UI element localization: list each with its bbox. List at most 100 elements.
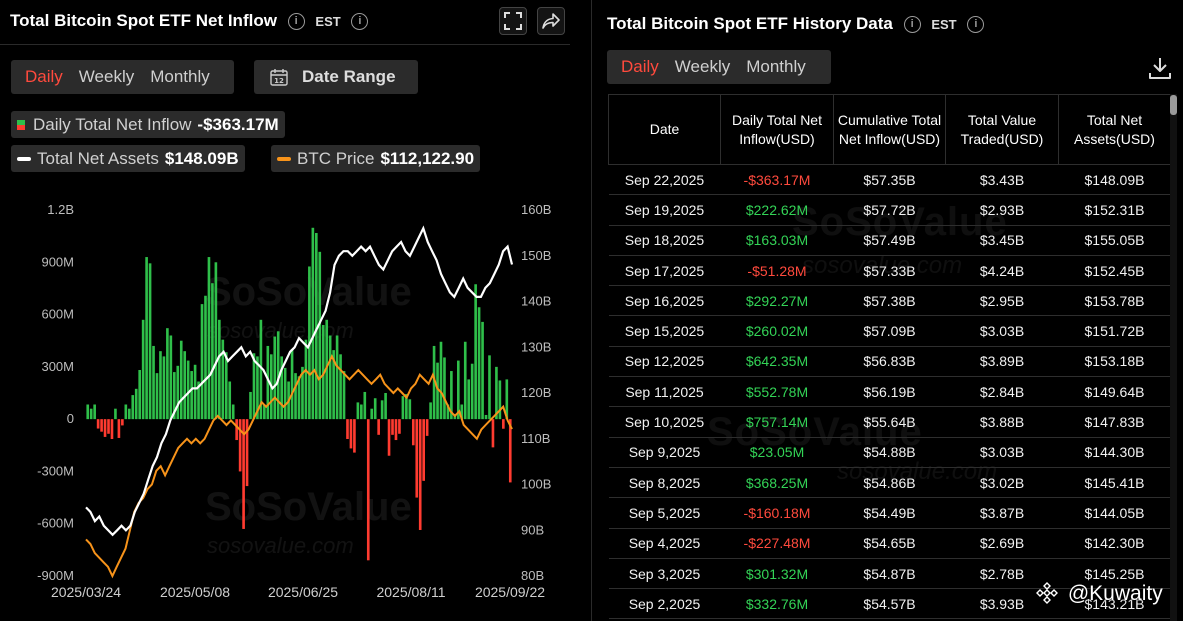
inflow-bar[interactable] (495, 366, 498, 420)
inflow-bar[interactable] (315, 233, 318, 420)
inflow-bar[interactable] (159, 351, 162, 420)
inflow-bar[interactable] (394, 419, 398, 441)
info-icon[interactable]: i (903, 16, 921, 34)
inflow-bar[interactable] (370, 408, 374, 420)
inflow-bar[interactable] (221, 339, 225, 420)
inflow-bar[interactable] (422, 419, 425, 481)
inflow-bar[interactable] (491, 419, 495, 448)
inflow-bar[interactable] (214, 262, 218, 420)
inflow-bar[interactable] (276, 331, 280, 420)
inflow-bar[interactable] (224, 352, 228, 420)
inflow-bar[interactable] (86, 404, 90, 420)
inflow-bar[interactable] (301, 366, 304, 420)
inflow-bar[interactable] (508, 419, 512, 483)
tab-monthly[interactable]: Monthly (746, 57, 806, 76)
inflow-bar[interactable] (89, 408, 93, 420)
inflow-bar[interactable] (349, 419, 353, 449)
inflow-bar[interactable] (384, 393, 387, 420)
inflow-bar[interactable] (162, 356, 166, 420)
inflow-bar[interactable] (114, 408, 117, 420)
info-icon[interactable]: i (967, 16, 985, 34)
inflow-bar[interactable] (141, 319, 145, 420)
inflow-bar[interactable] (353, 419, 356, 453)
tab-daily[interactable]: Daily (621, 57, 659, 76)
inflow-bar[interactable] (446, 404, 450, 420)
col-cumulative-inflow[interactable]: Cumulative Total Net Inflow(USD) (833, 94, 946, 165)
inflow-bar[interactable] (280, 356, 283, 420)
inflow-bar[interactable] (152, 345, 155, 420)
inflow-bar[interactable] (218, 319, 221, 420)
col-daily-inflow[interactable]: Daily Total Net Inflow(USD) (720, 94, 834, 165)
inflow-bar[interactable] (373, 398, 377, 420)
share-button[interactable] (537, 7, 565, 35)
download-icon[interactable] (1147, 55, 1173, 81)
inflow-bar[interactable] (259, 319, 263, 420)
inflow-bar[interactable] (183, 351, 187, 420)
inflow-bar[interactable] (366, 419, 370, 561)
legend-total-net-assets[interactable]: Total Net Assets $148.09B (11, 145, 245, 172)
inflow-bar[interactable] (283, 367, 287, 420)
inflow-bar[interactable] (360, 404, 363, 420)
inflow-bar[interactable] (470, 363, 474, 420)
inflow-bar[interactable] (96, 419, 100, 429)
inflow-bar[interactable] (138, 369, 141, 420)
inflow-bar[interactable] (321, 325, 325, 420)
inflow-bar[interactable] (457, 360, 460, 420)
inflow-bar[interactable] (297, 376, 301, 420)
inflow-bar[interactable] (328, 335, 332, 420)
fullscreen-button[interactable] (499, 7, 527, 35)
inflow-bar[interactable] (121, 419, 124, 426)
inflow-bar[interactable] (211, 283, 214, 420)
inflow-bar[interactable] (100, 419, 103, 432)
tab-daily[interactable]: Daily (25, 67, 63, 86)
inflow-bar[interactable] (186, 360, 190, 420)
inflow-bar[interactable] (273, 336, 277, 420)
inflow-bar[interactable] (425, 419, 429, 436)
inflow-bar[interactable] (93, 404, 96, 420)
inflow-bar[interactable] (197, 381, 200, 420)
table-row[interactable]: Sep 22,2025 -$363.17M $57.35B $3.43B $148.09… (608, 164, 1171, 196)
inflow-bar[interactable] (418, 419, 422, 530)
table-row[interactable]: Sep 16,2025 $292.27M $57.38B $2.95B $153.78B (608, 285, 1171, 317)
inflow-bar[interactable] (107, 419, 110, 434)
inflow-bar[interactable] (408, 399, 412, 420)
inflow-bar[interactable] (467, 379, 471, 420)
table-row[interactable]: Sep 10,2025 $757.14M $55.64B $3.88B $147.83B (608, 406, 1171, 438)
inflow-bar[interactable] (429, 402, 432, 420)
inflow-bar[interactable] (179, 340, 183, 420)
inflow-bar[interactable] (363, 391, 367, 420)
table-row[interactable]: Sep 4,2025 -$227.48M $54.65B $2.69B $142.30B (608, 528, 1171, 559)
inflow-bar[interactable] (439, 341, 443, 420)
inflow-bar[interactable] (249, 391, 252, 420)
inflow-bar[interactable] (460, 404, 464, 420)
inflow-bar[interactable] (155, 373, 159, 420)
inflow-bar[interactable] (436, 362, 439, 420)
inflow-bar[interactable] (339, 354, 342, 420)
inflow-bar[interactable] (377, 419, 380, 435)
inflow-bar[interactable] (193, 364, 197, 420)
inflow-bar[interactable] (242, 419, 245, 529)
inflow-bar[interactable] (401, 396, 405, 420)
inflow-bar[interactable] (398, 419, 401, 434)
inflow-bar[interactable] (498, 380, 502, 420)
inflow-bar[interactable] (127, 408, 131, 420)
inflow-bar[interactable] (346, 419, 349, 440)
table-row[interactable]: Sep 19,2025 $222.62M $57.72B $2.93B $152.31B (608, 194, 1171, 226)
table-row[interactable]: Sep 3,2025 $301.32M $54.87B $2.78B $145.25B (608, 558, 1171, 590)
table-scrollbar-thumb[interactable] (1170, 95, 1177, 115)
inflow-bar[interactable] (252, 353, 256, 420)
inflow-bar[interactable] (332, 350, 335, 420)
inflow-bar[interactable] (204, 295, 207, 420)
inflow-bar[interactable] (411, 419, 415, 446)
inflow-bar[interactable] (145, 257, 148, 420)
table-row[interactable]: Sep 5,2025 -$160.18M $54.49B $3.87B $144.05B (608, 497, 1171, 529)
tab-weekly[interactable]: Weekly (674, 57, 731, 76)
col-net-assets[interactable]: Total Net Assets(USD) (1058, 94, 1171, 165)
inflow-bar[interactable] (387, 419, 391, 456)
date-range-button[interactable]: 12 Date Range (254, 60, 418, 94)
table-row[interactable]: Sep 18,2025 $163.03M $57.49B $3.45B $155.05B (608, 225, 1171, 256)
table-row[interactable]: Sep 8,2025 $368.25M $54.86B $3.02B $145.41B (608, 467, 1171, 499)
inflow-bar[interactable] (391, 419, 394, 435)
inflow-bar[interactable] (103, 419, 107, 437)
inflow-bar[interactable] (173, 372, 176, 420)
